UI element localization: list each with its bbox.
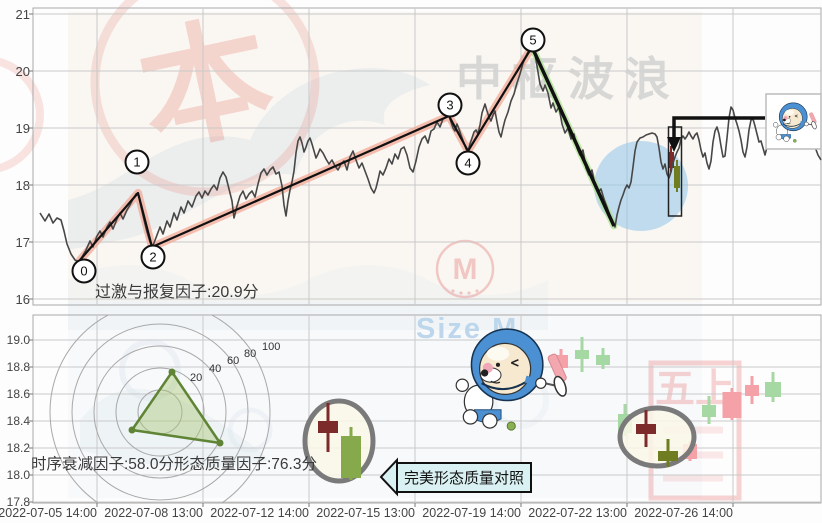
- panel-border: [32, 7, 822, 306]
- radar-ring-label: 40: [209, 363, 221, 375]
- wave-point-circle: [140, 244, 166, 270]
- pointer-arrow-line: [672, 116, 765, 140]
- radar-triangle: [130, 370, 222, 445]
- radar-ring: [93, 345, 227, 479]
- panel-border: [32, 314, 822, 504]
- x-date-label: 2022-07-08 13:00: [104, 506, 203, 520]
- candle-green: [596, 348, 610, 369]
- candle-midgreen: [341, 427, 361, 480]
- top-y-tick-label: 20: [15, 64, 30, 79]
- radar-vertex: [128, 426, 136, 434]
- radar-ring: [71, 323, 249, 501]
- pointer-arrowhead: [667, 137, 681, 152]
- bottom-y-tick-label: 18.2: [6, 441, 30, 455]
- decorative-wave-painting: [68, 12, 702, 498]
- wave-point-circle: [520, 27, 546, 53]
- radar-ring-label: 60: [227, 355, 239, 367]
- x-date-label: 2022-07-22 13:00: [528, 506, 627, 520]
- wave-point-circle: [124, 149, 150, 175]
- wave-point-label: 5: [529, 33, 536, 48]
- top-y-tick-label: 21: [15, 7, 30, 22]
- radar-ring: [115, 367, 205, 457]
- top-factor-annotation: 过激与报复因子:20.9分: [95, 284, 259, 301]
- seal-bottom-right-chars: 五上: [655, 367, 735, 411]
- bottom-y-tick-label: 17.8: [6, 495, 30, 509]
- wave-point-label: 1: [133, 155, 140, 170]
- candle-green: [765, 372, 781, 402]
- m-stamp: M: [435, 239, 495, 299]
- radar-ring-label: 80: [244, 348, 256, 360]
- wave-point-label: 2: [149, 250, 156, 265]
- bottom-y-tick-label: 19.0: [6, 333, 30, 347]
- perfect-pattern-callout: 完美形态质量对照: [396, 462, 532, 493]
- top-y-tick-label: 18: [15, 178, 30, 193]
- wave-point-circle: [455, 150, 481, 176]
- bottom-y-tick-label: 18.6: [6, 387, 30, 401]
- wave-point-label: 4: [464, 156, 471, 171]
- candle-pink: [745, 376, 759, 404]
- radar-ring-label: 20: [190, 372, 202, 384]
- bottom-y-tick-label: 18.0: [6, 468, 30, 482]
- candle-darkred: [636, 410, 656, 447]
- radar-vertex: [216, 439, 224, 447]
- top-y-tick-label: 17: [15, 235, 30, 250]
- wave-point-label: 3: [446, 98, 453, 113]
- brand-watermark: 中枢波浪: [456, 53, 680, 105]
- candle-olive: [658, 439, 678, 467]
- bottom-y-tick-label: 18.4: [6, 414, 30, 428]
- x-date-label: 2022-07-15 13:00: [316, 506, 415, 520]
- price-line-layer: [39, 43, 822, 264]
- candle-darkred: [318, 403, 338, 452]
- radar-chart: 20 40 60 80 100: [49, 315, 280, 503]
- bottom-y-tick-label: 18.8: [6, 360, 30, 374]
- candle-green: [702, 396, 716, 424]
- pattern-quality-annotation: 形态质量因子:76.3分: [174, 456, 317, 473]
- candle-pink: [722, 388, 742, 420]
- wave-point-label: 0: [80, 264, 87, 279]
- wave-point-circle: [71, 258, 97, 284]
- radar-ring-label: 100: [262, 341, 280, 353]
- candle-green: [575, 337, 589, 372]
- top-y-tick-label: 19: [15, 121, 30, 136]
- correction-wave-line: [530, 46, 616, 227]
- impulse-wave-line: [79, 46, 533, 261]
- circled-candles: [318, 403, 678, 480]
- x-date-label: 2022-07-26 14:00: [634, 506, 733, 520]
- price-line: [39, 46, 822, 263]
- top-y-tick-label: 16: [15, 292, 30, 307]
- time-decay-annotation: 时序衰减因子:58.0分: [31, 456, 174, 473]
- pattern-circle-right: [617, 405, 697, 469]
- candle-darkred: [668, 146, 674, 172]
- x-date-label: 2022-07-12 14:00: [210, 506, 309, 520]
- radar-ring: [49, 315, 271, 503]
- x-date-label: 2022-07-19 14:00: [422, 506, 521, 520]
- radar-vertex: [168, 368, 176, 376]
- m-stamp-letter: M: [453, 253, 478, 286]
- seal-top-left-char: 本: [127, 0, 285, 170]
- x-date-label: 2022-07-05 14:00: [0, 506, 97, 520]
- wave-point-circle: [437, 92, 463, 118]
- grid-layer: [29, 7, 822, 507]
- candle-olive: [674, 160, 680, 192]
- wave-annotation-layer: 0 1 2 3 4 5: [71, 27, 546, 284]
